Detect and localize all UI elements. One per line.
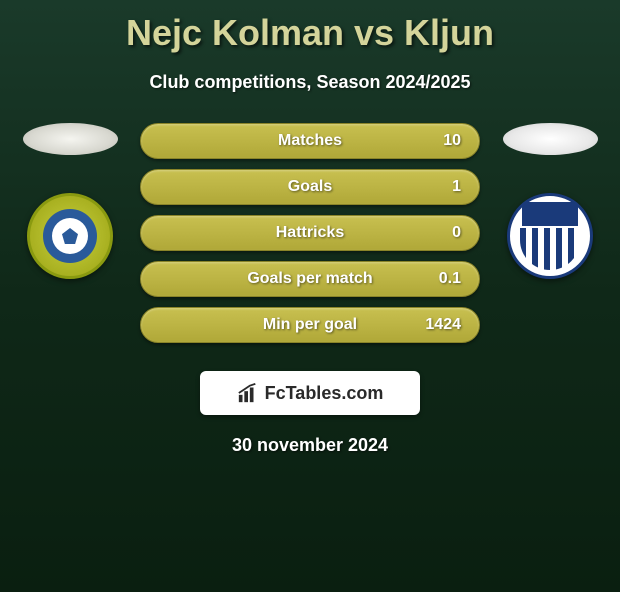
stat-label: Goals — [201, 178, 419, 196]
source-logo-text: FcTables.com — [265, 383, 384, 404]
content-row: Matches 10 Goals 1 Hattricks 0 Goals per… — [10, 123, 610, 353]
right-player-column — [490, 123, 610, 279]
stat-bar-hattricks: Hattricks 0 — [140, 215, 480, 251]
date-text: 30 november 2024 — [10, 435, 610, 456]
right-player-avatar — [503, 123, 598, 155]
left-club-badge — [27, 193, 113, 279]
stat-right-value: 0.1 — [419, 270, 461, 288]
stat-label: Hattricks — [201, 224, 419, 242]
stat-bar-goals: Goals 1 — [140, 169, 480, 205]
stat-label: Min per goal — [201, 316, 419, 334]
stat-bar-matches: Matches 10 — [140, 123, 480, 159]
stat-bar-min-per-goal: Min per goal 1424 — [140, 307, 480, 343]
stat-bar-goals-per-match: Goals per match 0.1 — [140, 261, 480, 297]
stat-right-value: 1 — [419, 178, 461, 196]
stat-right-value: 10 — [419, 132, 461, 150]
left-player-column — [10, 123, 130, 279]
chart-bars-icon — [237, 382, 259, 404]
stat-label: Goals per match — [201, 270, 419, 288]
subtitle: Club competitions, Season 2024/2025 — [10, 72, 610, 93]
page-title: Nejc Kolman vs Kljun — [10, 12, 610, 54]
comparison-widget: Nejc Kolman vs Kljun Club competitions, … — [0, 12, 620, 456]
stats-column: Matches 10 Goals 1 Hattricks 0 Goals per… — [130, 123, 490, 353]
stat-right-value: 0 — [419, 224, 461, 242]
stat-label: Matches — [201, 132, 419, 150]
left-player-avatar — [23, 123, 118, 155]
source-logo-box: FcTables.com — [200, 371, 420, 415]
stat-right-value: 1424 — [419, 316, 461, 334]
right-club-badge — [507, 193, 593, 279]
